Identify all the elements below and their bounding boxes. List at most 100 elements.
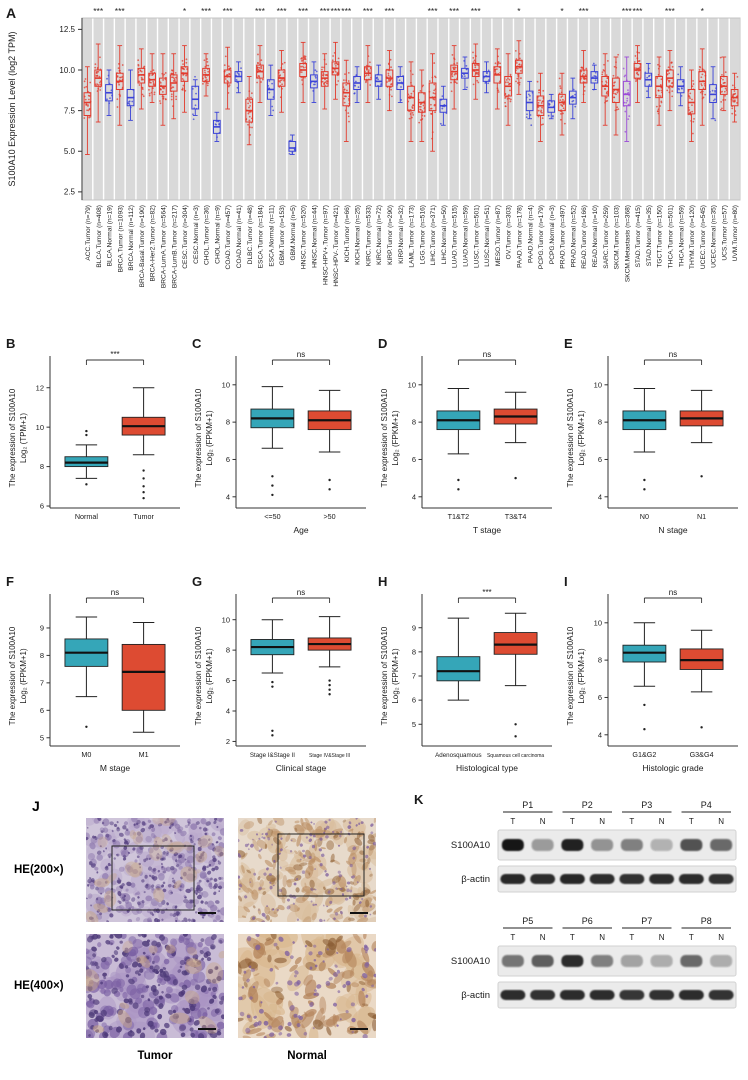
svg-text:Age: Age [293,525,308,535]
svg-text:***: *** [449,6,460,16]
svg-text:Squamous cell carcinoma: Squamous cell carcinoma [487,753,544,759]
svg-text:***: *** [341,6,352,16]
svg-text:8: 8 [40,462,44,471]
svg-text:9: 9 [412,623,416,632]
svg-text:BRCA-Basal.Tumor (n=190): BRCA-Basal.Tumor (n=190) [139,205,146,287]
svg-text:***: *** [255,6,266,16]
svg-text:The expression of S100A10: The expression of S100A10 [566,388,575,487]
panel-c-boxplot-age: C 4 6 8 10 The expression of S100A10 Log₂ (FPK… [190,332,376,572]
svg-text:M stage: M stage [100,763,131,773]
svg-text:ns: ns [669,588,677,597]
svg-text:T1&T2: T1&T2 [448,512,470,521]
svg-text:6: 6 [598,693,602,702]
svg-text:ns: ns [669,350,677,359]
svg-text:D: D [378,336,387,351]
svg-text:7: 7 [40,678,44,687]
svg-text:KIRC.Normal (n=72): KIRC.Normal (n=72) [376,205,383,265]
svg-text:T: T [629,817,634,826]
svg-text:Stage I&Stage II: Stage I&Stage II [250,752,295,759]
svg-text:G: G [192,574,202,589]
svg-text:***: *** [471,6,482,16]
svg-text:N: N [599,933,605,942]
svg-text:T: T [510,817,515,826]
svg-text:ns: ns [297,350,305,359]
panel-g-boxplot-clinical-stage: G 2 4 6 8 10 The expression of S100A10 Log₂ (FP… [190,570,376,810]
svg-text:10: 10 [222,615,230,624]
svg-text:P1: P1 [522,800,533,810]
svg-text:ESCA.Normal (n=11): ESCA.Normal (n=11) [268,205,275,267]
svg-text:KIRC.Tumor (n=533): KIRC.Tumor (n=533) [365,205,372,266]
svg-text:The expression of S100A10: The expression of S100A10 [194,388,203,487]
svg-text:LUAD.Normal (n=59): LUAD.Normal (n=59) [463,205,470,267]
svg-text:ns: ns [111,588,119,597]
svg-text:N: N [540,933,546,942]
svg-text:BRCA.Normal (n=112): BRCA.Normal (n=112) [128,205,135,271]
svg-text:Log₂ (FPKM+1): Log₂ (FPKM+1) [391,410,400,466]
svg-text:β-actin: β-actin [461,874,490,885]
svg-text:G1&G2: G1&G2 [632,750,656,759]
ihc-tumor-200x-image [86,818,224,922]
svg-text:COAD.Normal (n=41): COAD.Normal (n=41) [236,205,243,268]
svg-text:OV.Tumor (n=303): OV.Tumor (n=303) [506,205,513,259]
svg-text:P7: P7 [641,916,652,926]
svg-text:5: 5 [40,733,44,742]
svg-text:SKCM.Metastasis (n=368): SKCM.Metastasis (n=368) [624,205,631,282]
ihc-normal-400x-image [238,934,376,1038]
svg-text:Log₂ (FPKM+1): Log₂ (FPKM+1) [205,648,214,704]
svg-text:N stage: N stage [658,525,688,535]
svg-text:***: *** [115,6,126,16]
svg-text:N: N [718,933,724,942]
svg-text:The expression of S100A10: The expression of S100A10 [8,626,17,725]
svg-text:***: *** [579,6,590,16]
svg-text:HNSC.Normal (n=44): HNSC.Normal (n=44) [312,205,319,268]
svg-text:N: N [718,817,724,826]
svg-text:Log₂ (TPM+1): Log₂ (TPM+1) [19,413,28,463]
svg-text:PAAD.Normal (n=4): PAAD.Normal (n=4) [527,205,534,263]
svg-text:UCEC.Normal (n=35): UCEC.Normal (n=35) [711,205,718,268]
svg-text:Histological type: Histological type [456,763,518,773]
svg-text:S100A10: S100A10 [451,840,490,851]
svg-text:***: *** [384,6,395,16]
svg-text:ACC.Tumor (n=79): ACC.Tumor (n=79) [85,205,92,261]
svg-text:4: 4 [598,492,602,501]
svg-text:6: 6 [412,455,416,464]
svg-text:DLBC.Tumor (n=48): DLBC.Tumor (n=48) [247,205,254,264]
svg-text:***: *** [665,6,676,16]
svg-text:*: * [517,6,521,16]
svg-text:***: *** [622,6,633,16]
svg-text:T3&T4: T3&T4 [505,512,527,521]
svg-text:Tumor: Tumor [133,512,154,521]
svg-text:Log₂ (FPKM+1): Log₂ (FPKM+1) [577,410,586,466]
svg-text:T: T [689,933,694,942]
svg-text:8: 8 [598,656,602,665]
svg-text:***: *** [277,6,288,16]
svg-text:4: 4 [226,492,230,501]
svg-text:PAAD.Tumor (n=178): PAAD.Tumor (n=178) [516,205,523,268]
svg-text:PRAD.Tumor (n=497): PRAD.Tumor (n=497) [560,205,567,269]
svg-text:BLCA.Normal (n=19): BLCA.Normal (n=19) [107,205,114,266]
svg-text:BRCA-LumA.Tumor (n=564): BRCA-LumA.Tumor (n=564) [161,205,168,288]
svg-text:T: T [510,933,515,942]
he-200x-label: HE(200×) [14,864,64,876]
svg-text:STAD.Tumor (n=415): STAD.Tumor (n=415) [635,205,642,267]
svg-text:8: 8 [412,647,416,656]
svg-text:K: K [414,792,424,807]
svg-text:THYM.Tumor (n=120): THYM.Tumor (n=120) [689,205,696,269]
panel-a-pancancer-boxplot: A 2.5 5.0 7.5 10.0 12.5 S100A10 Expression Lev… [2,2,746,337]
svg-text:ESCA.Tumor (n=184): ESCA.Tumor (n=184) [258,205,265,268]
svg-text:ns: ns [483,350,491,359]
svg-text:M0: M0 [81,750,91,759]
svg-text:7: 7 [412,672,416,681]
svg-text:T: T [570,933,575,942]
svg-text:10: 10 [36,423,44,432]
svg-text:P6: P6 [582,916,593,926]
svg-text:6: 6 [40,502,44,511]
svg-text:***: *** [633,6,644,16]
svg-text:PCPG.Tumor (n=179): PCPG.Tumor (n=179) [538,205,545,269]
svg-text:*: * [701,6,705,16]
svg-text:6: 6 [412,696,416,705]
svg-text:*: * [560,6,564,16]
svg-text:10: 10 [222,380,230,389]
svg-text:SARC.Tumor (n=259): SARC.Tumor (n=259) [603,205,610,269]
